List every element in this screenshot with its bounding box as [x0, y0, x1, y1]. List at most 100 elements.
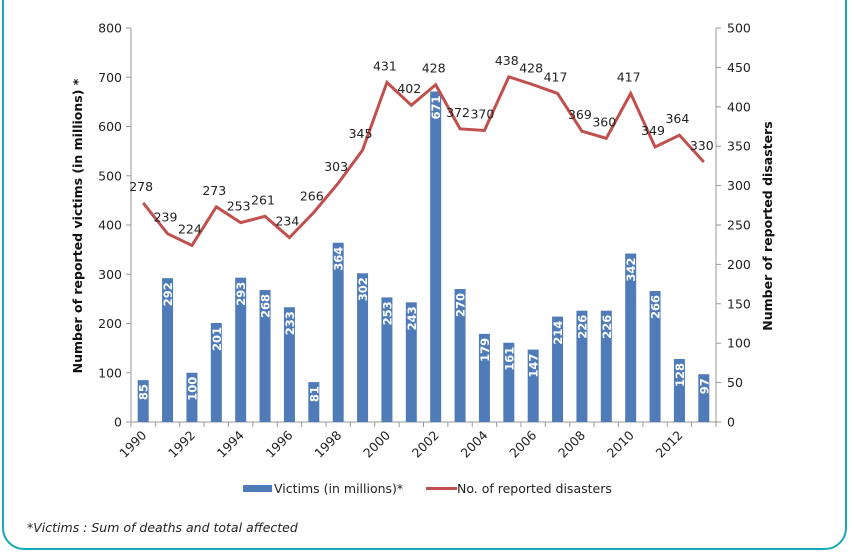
bar-data-label: 270	[454, 293, 468, 317]
line-data-label: 345	[349, 126, 373, 141]
line-data-label: 266	[300, 188, 324, 203]
line-data-label: 349	[641, 123, 665, 138]
line-data-label: 273	[202, 183, 226, 198]
bar-data-label: 226	[575, 315, 589, 339]
bar	[137, 380, 149, 422]
legend: Victims (in millions)* No. of reported d…	[243, 481, 612, 496]
bar-series	[137, 91, 710, 422]
y-left-tick-label: 400	[98, 218, 122, 233]
line-data-label: 402	[397, 81, 421, 96]
bar-labels: 85 292 100 201 293 268 233 81 364 302 253 243 671 270…	[137, 96, 712, 403]
line-data-label: 234	[275, 214, 299, 229]
bar-data-label: 233	[283, 311, 297, 335]
bar	[308, 382, 320, 422]
line-data-label: 364	[665, 111, 689, 126]
x-tick-label: 2012	[652, 428, 685, 461]
bar	[552, 316, 564, 422]
bar-data-label: 364	[332, 247, 346, 271]
bar-data-label: 179	[478, 338, 492, 362]
x-tick-label: 2010	[604, 427, 637, 460]
line-data-label: 360	[592, 114, 616, 129]
y-left-tick-label: 800	[98, 21, 122, 36]
line-data-label: 253	[227, 199, 251, 214]
line-data-label: 438	[495, 53, 519, 68]
bar-data-label: 292	[161, 282, 175, 306]
bar-data-label: 85	[137, 384, 151, 400]
legend-line-label: No. of reported disasters	[457, 481, 612, 496]
bar-data-label: 201	[210, 327, 224, 351]
y-right-tick-label: 100	[727, 336, 751, 351]
line-data-label: 372	[446, 105, 470, 120]
bar	[332, 242, 344, 422]
y-left-axis-title: Number of reported victims (in millions)…	[70, 78, 85, 373]
bar-data-label: 226	[600, 315, 614, 339]
y-left-tick-label: 0	[114, 415, 122, 430]
bar	[698, 374, 710, 422]
line-data-label: 278	[129, 179, 153, 194]
legend-bar-label: Victims (in millions)*	[274, 481, 403, 496]
bar-data-label: 243	[405, 306, 419, 330]
bar	[259, 290, 271, 422]
y-right-tick-label: 150	[727, 296, 751, 311]
y-right-tick-label: 500	[727, 21, 751, 36]
line-data-label: 330	[690, 138, 714, 153]
bar	[625, 253, 637, 422]
bar-data-label: 253	[380, 301, 394, 325]
chart-frame	[2, 0, 847, 550]
bar-data-label: 671	[429, 96, 443, 120]
bar-data-label: 293	[234, 282, 248, 306]
y-left-tick-label: 700	[98, 70, 122, 85]
bar-data-label: 128	[673, 363, 687, 387]
line-data-label: 428	[422, 61, 446, 76]
y-right-tick-label: 50	[727, 375, 743, 390]
x-tick-label: 2006	[506, 427, 539, 460]
bar-data-label: 161	[502, 347, 516, 371]
bar	[503, 342, 515, 422]
bar	[478, 333, 490, 422]
bar	[527, 349, 539, 422]
bar-data-label: 214	[551, 321, 565, 345]
bar	[235, 277, 247, 422]
line-data-label: 261	[251, 192, 275, 207]
bar	[454, 289, 466, 422]
bar-data-label: 100	[185, 377, 199, 401]
x-tick-label: 2002	[409, 428, 442, 461]
bar	[283, 307, 295, 422]
line-data-label: 303	[324, 159, 348, 174]
y-left-tick-label: 300	[98, 267, 122, 282]
line-data-label: 239	[154, 210, 178, 225]
x-tick-label: 2008	[555, 427, 588, 460]
y-right-axis-title: Number of reported disasters	[760, 121, 775, 330]
bar	[430, 91, 442, 422]
bar-data-label: 266	[649, 295, 663, 319]
bar-data-label: 81	[307, 386, 321, 402]
legend-bar-swatch	[243, 485, 272, 492]
bar-data-label: 342	[624, 258, 638, 282]
x-tick-label: 1996	[262, 427, 295, 460]
bar	[162, 278, 174, 422]
y-left-tick-label: 500	[98, 168, 122, 183]
y-right-tick-label: 400	[727, 99, 751, 114]
bar	[673, 358, 685, 422]
line-data-label: 370	[470, 106, 494, 121]
y-left-tick-label: 100	[98, 365, 122, 380]
y-right-tick-label: 0	[727, 415, 735, 430]
bar	[210, 323, 222, 422]
line-data-label: 224	[178, 221, 202, 236]
bar	[649, 290, 661, 422]
bar-data-label: 302	[356, 277, 370, 301]
line-data-label: 417	[617, 69, 641, 84]
bar-data-label: 268	[259, 294, 273, 318]
bar-data-label: 97	[697, 378, 711, 394]
line-data-label: 369	[568, 107, 592, 122]
bar	[405, 302, 417, 422]
x-tick-label: 1998	[311, 427, 344, 460]
x-tick-label: 1994	[214, 427, 247, 460]
x-tick-label: 1992	[165, 428, 198, 461]
x-tick-label: 2000	[360, 427, 393, 460]
y-left-tick-label: 600	[98, 119, 122, 134]
footnote: *Victims : Sum of deaths and total affec…	[27, 520, 298, 535]
y-left-tick-label: 200	[98, 316, 122, 331]
